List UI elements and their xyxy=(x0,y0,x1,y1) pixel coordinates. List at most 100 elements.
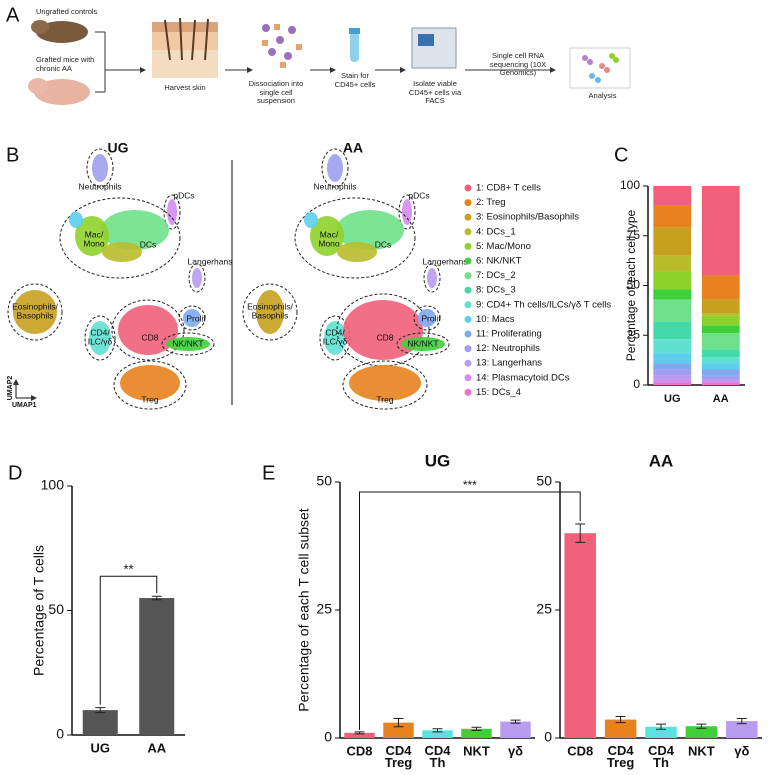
cluster-label: Neutrophils xyxy=(79,181,122,191)
bar xyxy=(726,721,758,738)
y-tick-label: 0 xyxy=(633,377,640,391)
error-bar xyxy=(736,718,747,725)
cluster-outline xyxy=(188,263,206,293)
cluster-label: Mac/Mono xyxy=(83,230,105,249)
bar-segment xyxy=(653,271,692,290)
cluster xyxy=(13,290,57,334)
bar-segment xyxy=(701,375,740,380)
error-bar xyxy=(510,719,521,724)
chart-title: UG xyxy=(425,451,451,470)
cluster-label: Treg xyxy=(141,394,158,404)
bar-segment xyxy=(653,299,692,322)
y-tick-label: 0 xyxy=(324,729,332,745)
cluster-label: Eosinophils/Basophils xyxy=(12,302,58,321)
cluster-outline xyxy=(413,305,441,331)
legend-label: 3: Eosinophils/Basophils xyxy=(476,212,579,223)
bar-segment xyxy=(653,353,692,364)
cluster xyxy=(336,210,404,250)
error-bar xyxy=(432,728,443,733)
legend-swatch xyxy=(464,213,472,221)
cluster xyxy=(69,212,83,228)
cluster-outline xyxy=(342,360,428,410)
y-axis-label: Percentage of each T cell subset xyxy=(296,508,312,712)
x-tick-label: CD4 Th xyxy=(424,743,451,770)
legend-label: 4: DCs_1 xyxy=(476,226,516,237)
cluster-outline xyxy=(178,305,206,331)
significance-bracket xyxy=(99,575,158,705)
bar-segment xyxy=(701,313,740,316)
error-bar xyxy=(615,715,626,724)
significance-bracket xyxy=(359,491,581,730)
bar-segment xyxy=(701,325,740,334)
error-bar xyxy=(151,595,162,601)
cluster xyxy=(324,321,346,355)
cluster xyxy=(167,199,177,225)
cluster-outline xyxy=(398,194,416,230)
y-axis-label: Percentage of each cell type xyxy=(624,209,638,361)
cluster xyxy=(166,337,210,351)
bar xyxy=(500,721,531,738)
cluster-label: Prolif xyxy=(186,313,206,323)
bar-segment xyxy=(701,186,740,276)
legend-swatch xyxy=(464,242,472,250)
panel-letter: B xyxy=(6,144,19,166)
cluster xyxy=(310,216,344,256)
umap-title: UG xyxy=(108,140,129,156)
bar-segment xyxy=(653,383,692,385)
panel-letter: E xyxy=(262,462,275,484)
legend-label: 7: DCs_2 xyxy=(476,270,516,281)
cluster-outline xyxy=(86,148,114,188)
bar-segment xyxy=(653,369,692,376)
bar-segment xyxy=(653,339,692,354)
cluster-label: pDCs xyxy=(408,190,429,200)
panel-letter: A xyxy=(6,4,20,26)
y-tick-label: 25 xyxy=(316,601,332,617)
error-bar xyxy=(656,723,666,730)
cluster xyxy=(402,199,412,225)
cluster xyxy=(120,365,180,401)
cluster-label: CD8 xyxy=(376,332,393,342)
error-bar xyxy=(575,523,586,543)
cluster-outline xyxy=(7,283,63,341)
cluster-outline xyxy=(396,332,450,356)
bar-segment xyxy=(701,381,740,384)
bar-segment xyxy=(701,383,740,385)
bar-segment xyxy=(653,227,692,256)
y-axis-label: Percentage of T cells xyxy=(31,545,47,676)
y-tick-label: 100 xyxy=(620,178,640,192)
workflow-step: Ungrafted controls xyxy=(36,7,98,16)
workflow-icons xyxy=(28,17,631,105)
umap-axis-label: UMAP1 xyxy=(12,402,37,409)
legend-swatch xyxy=(464,345,472,353)
legend-label: 6: NK/NKT xyxy=(476,256,522,267)
x-tick-label: UG xyxy=(664,393,681,405)
bar-segment xyxy=(701,315,740,326)
bar-segment xyxy=(653,321,692,340)
y-tick-label: 50 xyxy=(627,278,641,292)
bar xyxy=(645,726,677,738)
x-tick-label: γδ xyxy=(734,743,749,758)
workflow-step: Isolate viable CD45+ cells via FACS xyxy=(408,79,462,106)
y-tick-label: 50 xyxy=(536,473,552,489)
bar-segment xyxy=(701,379,740,382)
legend-label: 2: Treg xyxy=(476,197,506,208)
cluster-label: DCs xyxy=(140,239,157,249)
cluster-outline xyxy=(242,283,298,341)
bar-segment xyxy=(653,289,692,300)
legend-swatch xyxy=(464,359,472,367)
cluster xyxy=(92,154,108,182)
cluster xyxy=(427,268,437,288)
cluster-outline xyxy=(113,360,187,410)
bar-segment xyxy=(701,369,740,376)
legend-swatch xyxy=(464,330,472,338)
panel-letter: D xyxy=(8,462,22,484)
bar-segment xyxy=(653,186,692,206)
cluster-label: DCs xyxy=(375,239,392,249)
umap-layer: UG Neutrophils pDCs DCs Mac/Mono Langerhans Eo… xyxy=(7,140,468,410)
cluster xyxy=(183,309,201,327)
cluster-label: Langerhans xyxy=(423,256,468,266)
workflow-step: Harvest skin xyxy=(164,83,206,92)
bar-segment xyxy=(701,357,740,364)
legend-label: 14: Plasmacytoid DCs xyxy=(476,372,570,383)
